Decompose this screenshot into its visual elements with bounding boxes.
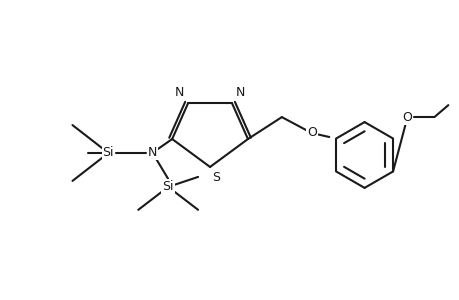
Text: N: N: [174, 86, 184, 99]
Text: N: N: [147, 146, 157, 160]
Text: N: N: [235, 86, 245, 99]
Text: O: O: [402, 111, 412, 124]
Text: O: O: [306, 126, 316, 139]
Text: Si: Si: [102, 146, 114, 160]
Text: S: S: [212, 171, 219, 184]
Text: Si: Si: [162, 180, 174, 194]
